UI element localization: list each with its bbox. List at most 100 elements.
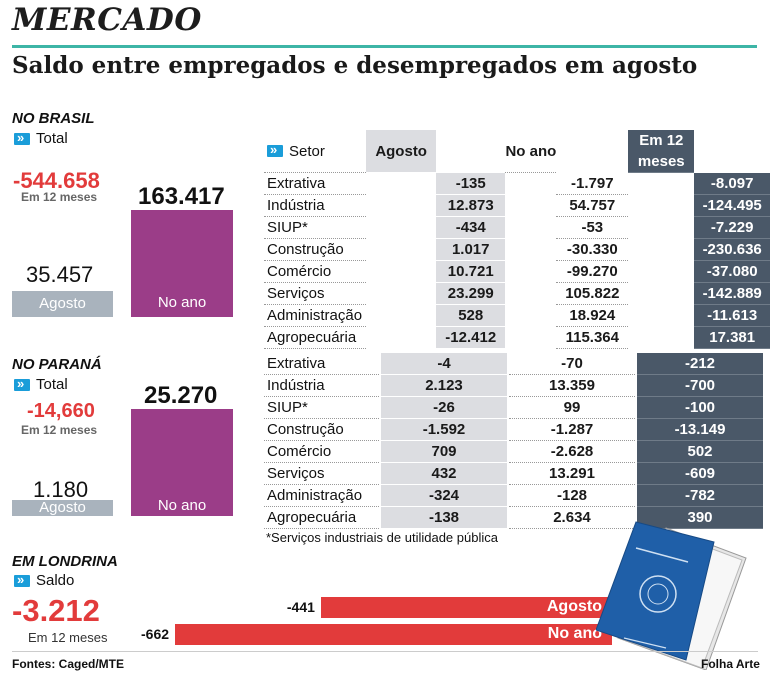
parana-em12-label: Em 12 meses (21, 423, 98, 437)
parana-cell-agosto: -138 (381, 506, 507, 529)
no-ano-header: No ano (505, 130, 557, 173)
brasil-cell-em12: -230.636 (694, 238, 770, 261)
brasil-cell-em12: -124.495 (694, 194, 770, 217)
brasil-table-row: Extrativa -135 -1.797 -8.097 (264, 172, 770, 195)
brasil-table-row: Construção 1.017 -30.330 -230.636 (264, 238, 770, 261)
londrina-bar-no-ano: No ano (175, 624, 612, 645)
londrina-value-label: -441 (286, 599, 315, 615)
brasil-tag: Total (14, 130, 68, 147)
parana-cell-setor: Serviços (264, 462, 379, 485)
footer-credit: Folha Arte (701, 657, 760, 671)
parana-no-ano-box: No ano (131, 409, 233, 516)
parana-cell-setor: Indústria (264, 374, 379, 397)
parana-table-row: Extrativa -4 -70 -212 (264, 353, 763, 375)
chevron-setor-icon (267, 142, 283, 158)
parana-table-row: Administração -324 -128 -782 (264, 484, 763, 507)
brasil-table-row: Administração 528 18.924 -11.613 (264, 304, 770, 327)
parana-cell-em12: -700 (637, 374, 763, 397)
chevron-tag-icon (14, 572, 30, 588)
brasil-table-row: Comércio 10.721 -99.270 -37.080 (264, 260, 770, 283)
brasil-cell-agosto: 528 (436, 304, 506, 327)
footnote: *Serviços industriais de utilidade públi… (266, 530, 498, 545)
brasil-cell-setor: Administração (264, 304, 367, 327)
londrina-tag: Saldo (14, 572, 74, 589)
londrina-value-label: -662 (141, 626, 170, 642)
brasil-cell-setor: Agropecuária (264, 326, 367, 349)
parana-cell-setor: Administração (264, 484, 379, 507)
parana-cell-setor: Extrativa (264, 353, 379, 375)
brasil-agosto-value: 35.457 (26, 262, 94, 287)
brasil-cell-setor: Indústria (264, 194, 367, 217)
brasil-table-row: SIUP* -434 -53 -7.229 (264, 216, 770, 239)
parana-cell-no-ano: 99 (509, 396, 635, 419)
setor-header-label: Setor (289, 142, 325, 160)
parana-cell-agosto: 2.123 (381, 374, 507, 397)
parana-cell-agosto: 432 (381, 462, 507, 485)
brasil-table-row: Indústria 12.873 54.757 -124.495 (264, 194, 770, 217)
footer-rule (12, 651, 758, 652)
parana-table-row: Comércio 709 -2.628 502 (264, 440, 763, 463)
agosto-header: Agosto (366, 130, 437, 173)
brasil-cell-no-ano: -99.270 (556, 260, 629, 283)
brasil-cell-no-ano: -53 (556, 216, 629, 239)
parana-agosto-box: Agosto (12, 500, 113, 516)
brasil-cell-agosto: -434 (436, 216, 506, 239)
brasil-agosto-box: Agosto (12, 291, 113, 317)
parana-table: Extrativa -4 -70 -212 Indústria 2.123 13.359 -7… (264, 353, 763, 529)
brasil-cell-agosto: 1.017 (436, 238, 506, 261)
brasil-cell-no-ano: -1.797 (556, 172, 629, 195)
brasil-title: NO BRASIL (12, 110, 95, 127)
parana-cell-no-ano: -2.628 (509, 440, 635, 463)
parana-table-row: Indústria 2.123 13.359 -700 (264, 374, 763, 397)
londrina-em12-value: -3.212 (12, 593, 100, 628)
brasil-no-ano-value: 163.417 (138, 183, 225, 210)
brasil-tag-label: Total (36, 130, 68, 147)
parana-cell-no-ano: 13.359 (509, 374, 635, 397)
parana-cell-agosto: -4 (381, 353, 507, 375)
chevron-tag-icon (14, 130, 30, 146)
section-title: MERCADO (12, 2, 202, 38)
brasil-cell-agosto: -135 (436, 172, 506, 195)
parana-cell-no-ano: -70 (509, 353, 635, 375)
parana-cell-em12: -609 (637, 462, 763, 485)
parana-cell-em12: -100 (637, 396, 763, 419)
brasil-cell-agosto: -12.412 (436, 326, 506, 349)
brasil-cell-setor: Serviços (264, 282, 367, 305)
londrina-em12-label: Em 12 meses (28, 630, 108, 645)
brasil-cell-em12: -7.229 (694, 216, 770, 239)
parana-tag-label: Total (36, 376, 68, 393)
parana-cell-em12: 390 (637, 506, 763, 529)
brasil-cell-em12: 17.381 (694, 326, 770, 349)
londrina-tag-label: Saldo (36, 572, 75, 589)
header-rule (12, 45, 757, 48)
footer-source: Fontes: Caged/MTE (12, 657, 125, 671)
parana-cell-setor: Construção (264, 418, 379, 441)
brasil-cell-no-ano: 105.822 (556, 282, 629, 305)
parana-agosto-value: 1.180 (33, 477, 89, 502)
parana-cell-setor: SIUP* (264, 396, 379, 419)
parana-cell-em12: -782 (637, 484, 763, 507)
brasil-cell-em12: -142.889 (694, 282, 770, 305)
parana-table-row: SIUP* -26 99 -100 (264, 396, 763, 419)
work-card-icon (596, 521, 747, 670)
brasil-cell-agosto: 23.299 (436, 282, 506, 305)
parana-cell-em12: -13.149 (637, 418, 763, 441)
parana-cell-agosto: -324 (381, 484, 507, 507)
brasil-cell-agosto: 10.721 (436, 260, 506, 283)
setor-header: Setor (264, 130, 367, 173)
brasil-em12-value: -544.658 (13, 168, 100, 193)
brasil-table-row: Agropecuária -12.412 115.364 17.381 (264, 326, 770, 349)
parana-cell-agosto: -1.592 (381, 418, 507, 441)
brasil-em12-label: Em 12 meses (21, 190, 98, 204)
brasil-no-ano-box: No ano (131, 210, 233, 317)
brasil-cell-em12: -11.613 (694, 304, 770, 327)
parana-cell-em12: 502 (637, 440, 763, 463)
londrina-bar-label: Agosto (546, 598, 602, 615)
brasil-table: Setor Agosto No ano Em 12 meses Extrativ… (264, 130, 770, 349)
headline: Saldo entre empregados e desempregados e… (12, 52, 698, 79)
parana-title: NO PARANÁ (12, 356, 102, 373)
parana-cell-setor: Comércio (264, 440, 379, 463)
parana-em12-value: -14,660 (27, 400, 95, 422)
chevron-tag-icon (14, 376, 30, 392)
parana-table-row: Agropecuária -138 2.634 390 (264, 506, 763, 529)
